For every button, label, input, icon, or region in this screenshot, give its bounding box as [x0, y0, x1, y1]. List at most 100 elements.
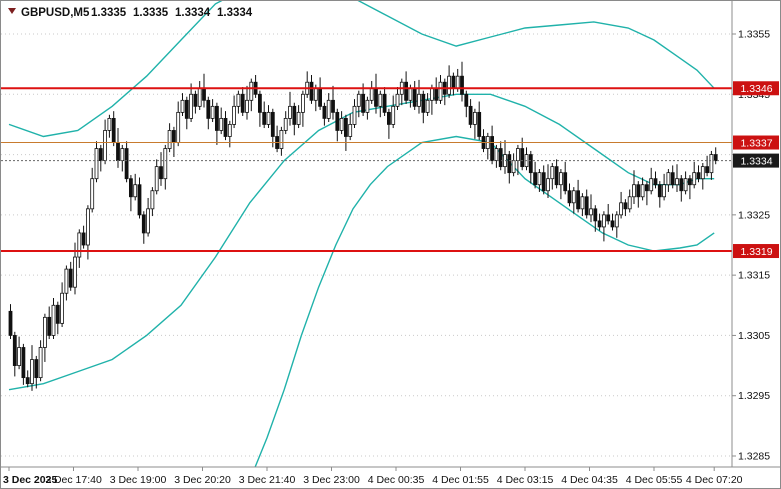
candle — [146, 208, 151, 234]
bollinger-middle-line — [8, 93, 715, 391]
symbol-timeframe-label: GBPUSD,M5 — [21, 7, 90, 19]
candle — [120, 148, 125, 162]
candle — [348, 124, 353, 137]
x-axis-label: 4 Dec 04:35 — [561, 474, 618, 486]
candle — [460, 75, 464, 95]
candle — [103, 130, 107, 162]
price-axis[interactable] — [732, 1, 780, 467]
candle — [511, 160, 516, 174]
svg-text:1.3337: 1.3337 — [740, 137, 772, 149]
candle — [619, 202, 623, 216]
candle — [356, 93, 361, 107]
candle — [21, 347, 26, 379]
candle — [455, 75, 460, 89]
candle — [559, 172, 563, 186]
candle — [602, 214, 606, 228]
candle — [584, 196, 589, 216]
candle — [713, 154, 718, 162]
price-badge: 1.3337 — [733, 135, 779, 150]
candle — [283, 118, 288, 131]
candle — [520, 148, 525, 168]
candle — [636, 184, 641, 198]
bollinger-upper-line — [8, 1, 715, 138]
candles-layer — [8, 61, 718, 391]
time-axis[interactable] — [1, 467, 780, 488]
candle — [300, 93, 305, 113]
svg-text:1.3334: 1.3334 — [740, 155, 772, 167]
candle — [412, 87, 417, 107]
x-axis-label: 3 Dec 20:20 — [174, 474, 231, 486]
candle — [533, 172, 537, 186]
candle — [150, 190, 155, 210]
candle — [593, 208, 598, 222]
y-axis-label: 1.3285 — [738, 451, 770, 463]
candle — [111, 118, 116, 143]
candle — [236, 93, 241, 107]
candle — [434, 87, 439, 101]
candle — [429, 87, 434, 101]
candle — [653, 178, 658, 186]
candle — [94, 148, 99, 180]
candle — [197, 87, 202, 107]
candle — [309, 81, 314, 101]
candle — [47, 316, 52, 336]
candle — [137, 184, 142, 216]
candle — [34, 359, 39, 379]
x-axis-label: 3 Dec 2025 — [3, 474, 57, 486]
candle — [38, 347, 43, 379]
price-badge: 1.3346 — [733, 81, 779, 96]
candle — [64, 268, 69, 294]
candle — [550, 166, 555, 180]
x-axis-label: 4 Dec 05:55 — [626, 474, 683, 486]
candle — [232, 105, 237, 125]
candle — [184, 99, 189, 119]
candle — [223, 118, 228, 137]
candle — [627, 196, 632, 210]
candle — [98, 148, 103, 162]
symbol-dropdown-icon[interactable] — [8, 8, 16, 14]
candle — [692, 172, 697, 186]
candle — [408, 87, 413, 101]
candle — [571, 190, 576, 204]
candle — [180, 99, 185, 113]
x-axis-label: 3 Dec 21:40 — [239, 474, 296, 486]
candle — [369, 87, 374, 101]
bollinger-bands-layer — [8, 1, 715, 467]
candle — [51, 304, 56, 336]
candle — [705, 166, 709, 174]
candle — [472, 111, 477, 125]
candle — [335, 111, 340, 131]
candle — [632, 184, 636, 198]
candle — [666, 172, 671, 186]
candle — [8, 310, 13, 336]
candle — [507, 154, 512, 174]
x-axis-label: 3 Dec 23:00 — [303, 474, 360, 486]
candle — [343, 118, 348, 137]
candle — [86, 208, 90, 246]
candle — [189, 93, 194, 119]
candle — [374, 87, 378, 107]
candle — [193, 93, 198, 107]
candle — [60, 292, 64, 324]
y-axis-label: 1.3295 — [738, 390, 770, 402]
candle — [365, 99, 370, 113]
candle — [498, 148, 503, 168]
candle — [404, 81, 409, 101]
candle — [249, 81, 254, 101]
candle — [576, 190, 580, 210]
candle — [580, 196, 585, 210]
candle — [322, 105, 327, 119]
candle — [516, 148, 520, 162]
price-badge: 1.3319 — [733, 244, 779, 259]
candle — [352, 105, 357, 125]
candle — [296, 111, 301, 125]
candle — [417, 93, 421, 107]
candle — [395, 93, 400, 107]
candle — [167, 130, 172, 149]
candle — [438, 81, 443, 101]
candle — [657, 184, 662, 198]
candle — [245, 99, 249, 113]
candle — [696, 172, 701, 180]
